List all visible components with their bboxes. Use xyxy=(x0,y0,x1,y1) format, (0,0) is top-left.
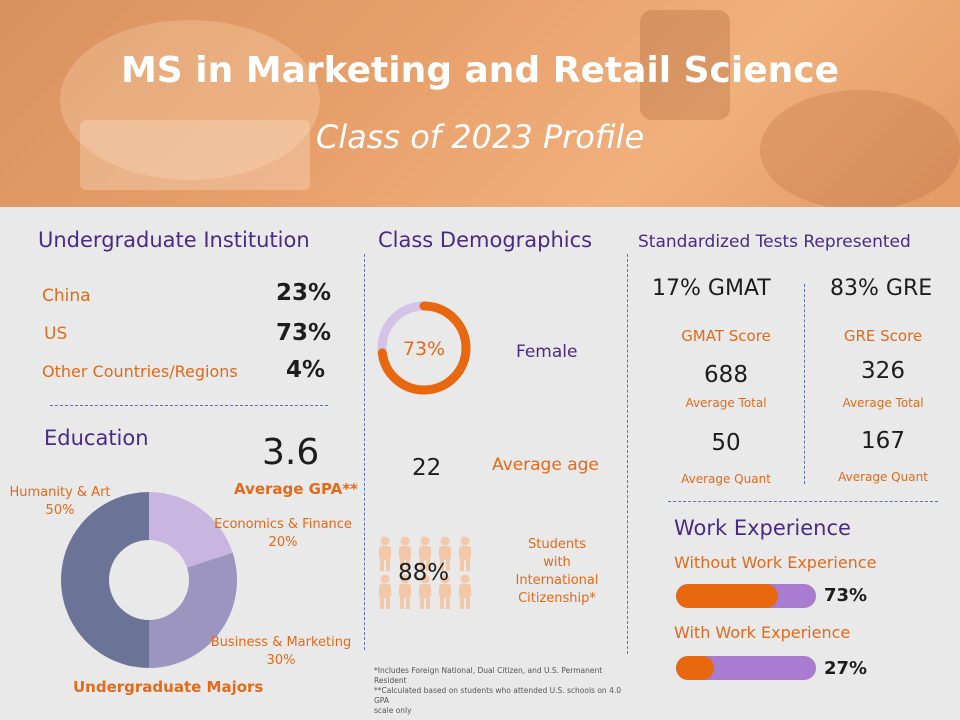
gmat-share: 17% GMAT xyxy=(652,276,771,301)
major-value: 20% xyxy=(268,535,298,550)
section-divider xyxy=(668,501,938,502)
institution-value-other: 4% xyxy=(286,357,326,383)
work-value-without: 73% xyxy=(824,585,868,606)
age-label: Average age xyxy=(492,455,599,475)
footnotes: *Includes Foreign National, Dual Citizen… xyxy=(374,666,624,716)
gre-quant: 167 xyxy=(861,428,905,454)
ring-fill xyxy=(377,301,471,395)
institution-label-us: US xyxy=(44,324,68,344)
major-name: Humanity & Art xyxy=(9,485,111,500)
education-heading: Education xyxy=(44,426,149,450)
major-name: Business & Marketing xyxy=(210,635,352,650)
institution-label-china: China xyxy=(42,286,91,306)
gpa-label: Average GPA** xyxy=(234,480,358,498)
gre-quant-label: Average Quant xyxy=(838,470,928,484)
banner-photo-shape xyxy=(60,20,320,180)
person-icon xyxy=(376,574,394,614)
work-bar-with xyxy=(676,656,816,680)
gmat-total: 688 xyxy=(704,362,748,388)
work-label-without: Without Work Experience xyxy=(674,553,877,572)
banner-photo-shape xyxy=(760,90,960,207)
person-icon xyxy=(416,574,434,614)
donut-slice-humanity-art xyxy=(61,492,149,668)
people-icon-grid xyxy=(376,536,480,610)
donut-hole xyxy=(109,540,189,620)
clipboard-shape xyxy=(80,120,310,190)
intl-line: with xyxy=(543,555,571,570)
female-ring-chart xyxy=(377,301,471,395)
work-value-with: 27% xyxy=(824,658,868,679)
gre-share: 83% GRE xyxy=(830,276,933,301)
footnote: **Calculated based on students who atten… xyxy=(374,686,622,705)
major-value: 50% xyxy=(45,503,75,518)
work-label-with: With Work Experience xyxy=(674,623,851,642)
column-divider xyxy=(364,254,365,650)
institution-value-us: 73% xyxy=(276,320,332,346)
gmat-score-label: GMAT Score xyxy=(681,327,771,345)
gre-total-label: Average Total xyxy=(842,396,924,410)
gmat-total-label: Average Total xyxy=(685,396,767,410)
tests-divider xyxy=(804,284,805,484)
footnote: scale only xyxy=(374,706,412,715)
intl-line: Students xyxy=(528,537,586,552)
person-icon xyxy=(416,536,434,576)
coffee-cup-shape xyxy=(640,10,730,120)
gmat-quant-label: Average Quant xyxy=(681,472,771,486)
person-icon xyxy=(376,536,394,576)
major-label-business: Business & Marketing 30% xyxy=(206,634,356,670)
majors-caption: Undergraduate Majors xyxy=(73,678,264,696)
gmat-quant: 50 xyxy=(711,430,741,456)
person-icon xyxy=(436,536,454,576)
intl-line: Citizenship* xyxy=(518,591,596,606)
gpa-value: 3.6 xyxy=(262,432,320,473)
gre-score-label: GRE Score xyxy=(843,327,923,345)
footnote: *Includes Foreign National, Dual Citizen… xyxy=(374,666,603,685)
majors-donut-chart xyxy=(61,492,237,668)
institution-label-other: Other Countries/Regions xyxy=(42,362,238,381)
international-percent: 88% xyxy=(398,560,450,586)
work-bar-fill xyxy=(676,656,714,680)
page-subtitle: Class of 2023 Profile xyxy=(315,118,645,156)
person-icon xyxy=(436,574,454,614)
person-icon xyxy=(456,536,474,576)
international-label: Students with International Citizenship* xyxy=(504,536,610,608)
demographics-heading: Class Demographics xyxy=(378,228,593,252)
undergrad-institution-heading: Undergraduate Institution xyxy=(38,228,310,252)
page-title: MS in Marketing and Retail Science xyxy=(120,50,839,91)
person-icon xyxy=(396,574,414,614)
person-icon xyxy=(396,536,414,576)
tests-heading: Standardized Tests Represented xyxy=(638,232,911,252)
header-banner xyxy=(0,0,960,207)
major-label-humanity: Humanity & Art 50% xyxy=(6,484,114,520)
work-bar-without xyxy=(676,584,816,608)
major-name: Economics & Finance xyxy=(214,517,352,532)
gre-total: 326 xyxy=(861,358,905,384)
female-label: Female xyxy=(516,342,578,362)
intl-line: International xyxy=(515,573,599,588)
age-value: 22 xyxy=(412,455,442,481)
person-icon xyxy=(456,574,474,614)
section-divider xyxy=(50,405,328,406)
work-bar-fill xyxy=(676,584,779,608)
major-label-economics: Economics & Finance 20% xyxy=(208,516,358,552)
column-divider xyxy=(627,254,628,654)
female-percent: 73% xyxy=(402,338,446,360)
work-experience-heading: Work Experience xyxy=(674,516,851,540)
major-value: 30% xyxy=(266,653,296,668)
institution-value-china: 23% xyxy=(276,280,332,306)
